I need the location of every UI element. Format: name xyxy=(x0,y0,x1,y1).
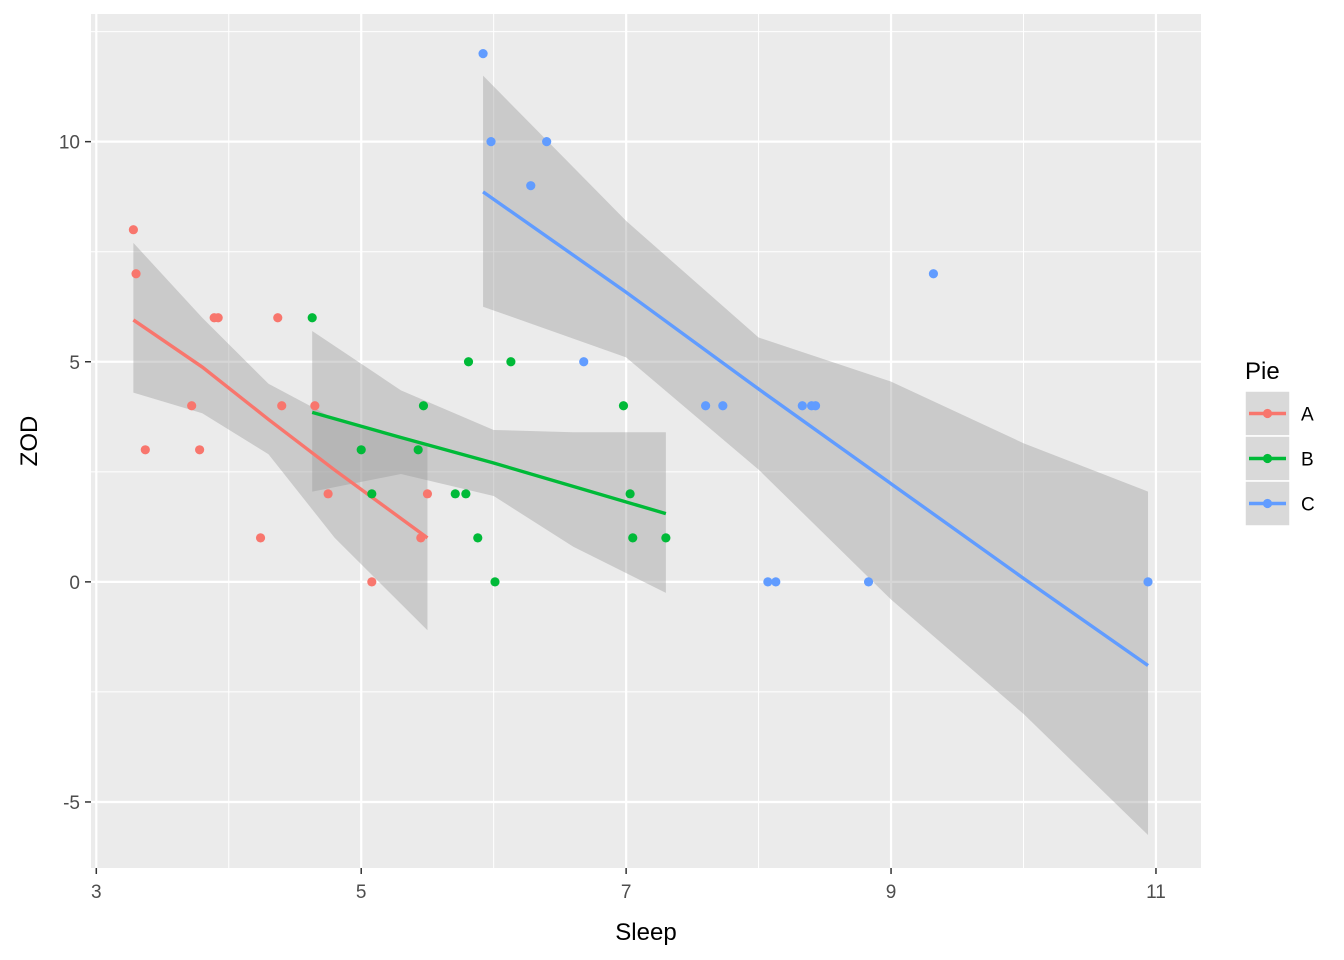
regression-line-b xyxy=(311,410,667,516)
point-c xyxy=(763,577,773,587)
point-b xyxy=(506,357,516,367)
point-a xyxy=(422,489,433,499)
point-a xyxy=(273,313,283,323)
legend: Pie A B C xyxy=(1244,358,1315,527)
point-c xyxy=(810,401,821,411)
point-c xyxy=(928,269,939,279)
regression-line-c xyxy=(482,190,1149,667)
x-tick-label: 11 xyxy=(1146,882,1166,903)
x-tick-label: 3 xyxy=(91,882,102,903)
point-b xyxy=(418,401,429,411)
point-a xyxy=(310,401,320,411)
y-tick-label: 10 xyxy=(59,133,80,154)
point-b xyxy=(618,401,629,411)
x-tick-label: 5 xyxy=(356,882,367,903)
point-b xyxy=(628,533,638,543)
point-c xyxy=(526,181,536,191)
point-b xyxy=(625,489,635,499)
point-b xyxy=(356,445,366,455)
point-c xyxy=(1143,577,1153,587)
legend-label-a: A xyxy=(1301,405,1314,426)
y-axis-title: ZOD xyxy=(16,416,43,467)
point-a xyxy=(187,401,197,411)
legend-title: Pie xyxy=(1245,358,1280,385)
x-axis: 3 5 7 9 11 xyxy=(91,868,1166,903)
point-a xyxy=(277,401,287,411)
point-c xyxy=(771,577,781,587)
point-a xyxy=(140,445,150,455)
point-c xyxy=(718,401,728,411)
point-b xyxy=(490,577,500,587)
y-tick-label: 0 xyxy=(69,573,80,594)
regression-lines xyxy=(132,190,1149,667)
point-b xyxy=(473,533,483,543)
point-a xyxy=(255,533,266,543)
point-a xyxy=(131,269,141,279)
point-c xyxy=(542,137,552,147)
point-a xyxy=(323,489,333,499)
confidence-band-a xyxy=(133,242,428,631)
regression-line-a xyxy=(132,318,429,540)
point-b xyxy=(661,533,671,543)
data-points xyxy=(128,49,1153,587)
point-a xyxy=(213,313,223,323)
y-tick-label: 5 xyxy=(69,353,80,374)
point-a xyxy=(367,577,377,587)
legend-key-point-b xyxy=(1262,453,1273,464)
point-c xyxy=(797,401,807,411)
point-b xyxy=(307,313,317,323)
legend-key-point-a xyxy=(1262,408,1273,419)
point-b xyxy=(367,489,377,499)
point-a xyxy=(195,445,205,455)
y-axis: -5 0 5 10 xyxy=(59,133,91,814)
point-b xyxy=(463,357,474,367)
point-b xyxy=(450,489,460,499)
y-tick-label: -5 xyxy=(63,793,80,814)
point-b xyxy=(413,445,423,455)
legend-key-point-c xyxy=(1262,498,1273,509)
grid-major xyxy=(91,14,1201,868)
x-tick-label: 7 xyxy=(621,882,632,903)
legend-label-c: C xyxy=(1301,495,1315,516)
point-b xyxy=(461,489,471,499)
point-c xyxy=(579,357,589,367)
point-c xyxy=(486,137,496,147)
x-tick-label: 9 xyxy=(886,882,897,903)
point-c xyxy=(701,401,711,411)
point-c xyxy=(478,49,488,59)
grid-minor xyxy=(91,14,1201,868)
legend-label-b: B xyxy=(1301,450,1314,471)
point-a xyxy=(128,225,138,235)
panel-background xyxy=(91,14,1201,868)
x-axis-title: Sleep xyxy=(615,919,676,946)
point-c xyxy=(863,577,874,587)
point-a xyxy=(416,533,426,543)
confidence-band-c xyxy=(483,75,1149,835)
